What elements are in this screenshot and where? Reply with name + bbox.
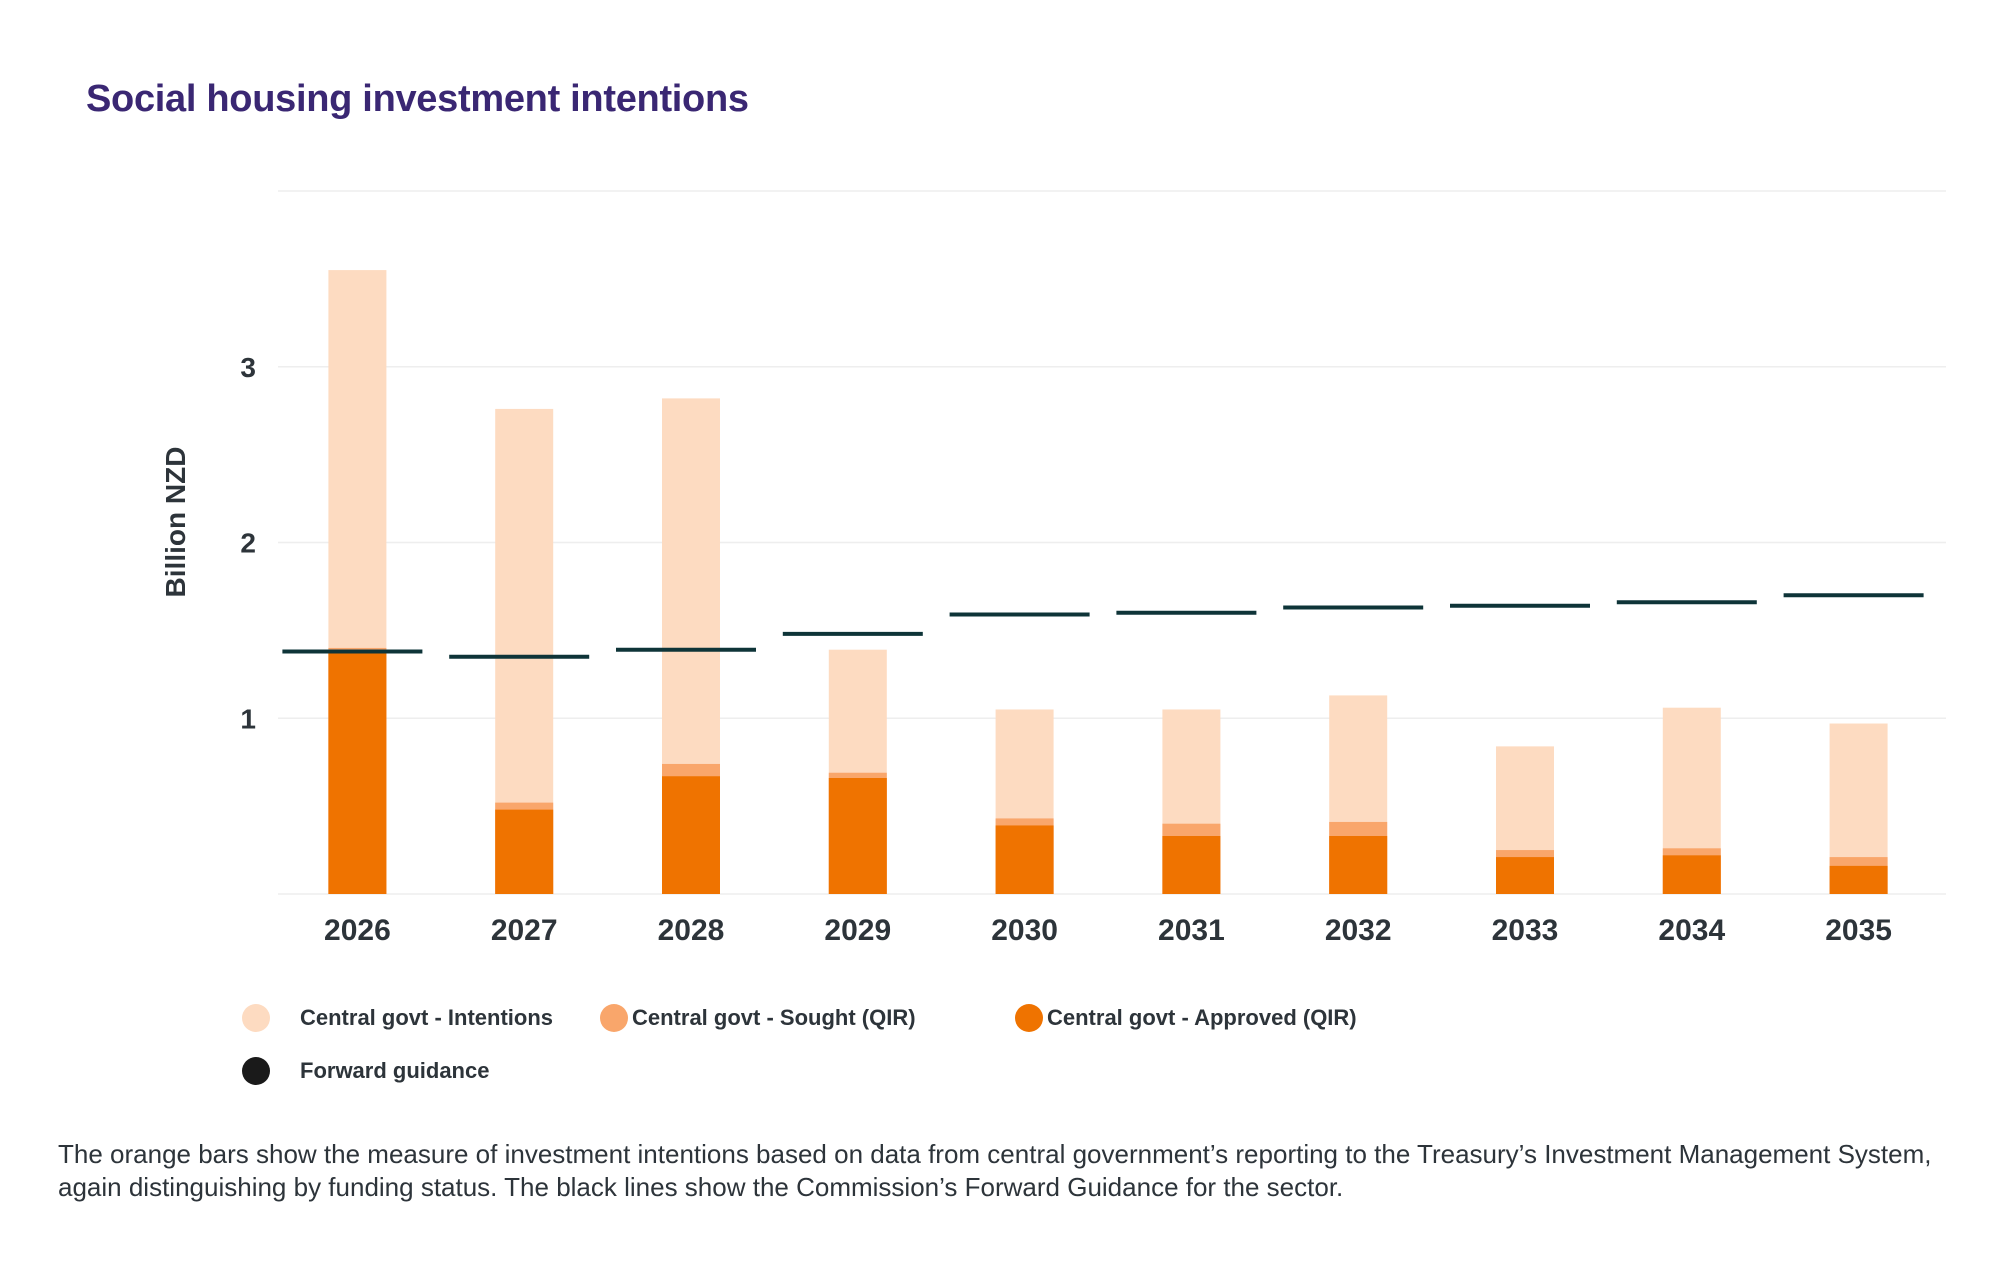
legend-label: Central govt - Sought (QIR)	[632, 1005, 916, 1030]
chart-caption: The orange bars show the measure of inve…	[58, 1139, 1932, 1202]
x-tick-label: 2027	[491, 914, 558, 947]
x-tick-label: 2029	[824, 914, 891, 947]
legend-item-intentions[interactable]: Central govt - Intentions	[242, 1004, 553, 1032]
chart-area: 1 2 3 2026 2027 2028 2029 2030 2031 2032 2033 2034…	[160, 190, 1946, 947]
legend-swatch-icon	[242, 1004, 270, 1032]
bar-central-govt-approved-qir-2026	[328, 649, 387, 894]
legend-swatch-icon	[600, 1004, 628, 1032]
legend-item-forward-guidance[interactable]: Forward guidance	[242, 1057, 489, 1085]
legend-swatch-icon	[242, 1057, 270, 1085]
legend-item-sought[interactable]: Central govt - Sought (QIR)	[600, 1004, 916, 1032]
x-tick-label: 2030	[991, 914, 1058, 947]
bar-central-govt-approved-qir-2031	[1162, 836, 1221, 894]
forward-guidance-lines	[282, 593, 1924, 659]
chart-title: Social housing investment intentions	[86, 78, 749, 120]
bars	[328, 270, 1888, 894]
legend-swatch-icon	[1015, 1004, 1043, 1032]
x-tick-label: 2033	[1492, 914, 1559, 947]
bar-central-govt-approved-qir-2033	[1496, 857, 1554, 894]
y-tick-label: 1	[240, 703, 256, 734]
bar-central-govt-approved-qir-2027	[495, 809, 554, 894]
bar-central-govt-approved-qir-2032	[1329, 836, 1388, 894]
x-tick-label: 2035	[1825, 914, 1892, 947]
legend-item-approved[interactable]: Central govt - Approved (QIR)	[1015, 1004, 1357, 1032]
legend-label: Central govt - Approved (QIR)	[1047, 1005, 1357, 1030]
y-axis-ticks: 1 2 3	[240, 352, 256, 735]
bar-central-govt-approved-qir-2030	[995, 825, 1054, 894]
y-axis-label: Billion NZD	[160, 447, 191, 598]
legend-label: Central govt - Intentions	[300, 1005, 553, 1030]
x-tick-label: 2026	[324, 914, 391, 947]
x-tick-label: 2032	[1325, 914, 1392, 947]
x-axis-ticks: 2026 2027 2028 2029 2030 2031 2032 2033 2034 2035	[324, 914, 1892, 947]
bar-central-govt-approved-qir-2029	[828, 778, 887, 894]
y-tick-label: 2	[240, 528, 256, 559]
x-tick-label: 2028	[658, 914, 725, 947]
bar-central-govt-approved-qir-2028	[662, 776, 720, 894]
x-tick-label: 2031	[1158, 914, 1225, 947]
y-tick-label: 3	[240, 352, 256, 383]
bar-central-govt-approved-qir-2035	[1829, 865, 1888, 894]
bar-central-govt-approved-qir-2034	[1662, 855, 1721, 894]
legend-label: Forward guidance	[300, 1058, 490, 1083]
x-tick-label: 2034	[1658, 914, 1725, 947]
